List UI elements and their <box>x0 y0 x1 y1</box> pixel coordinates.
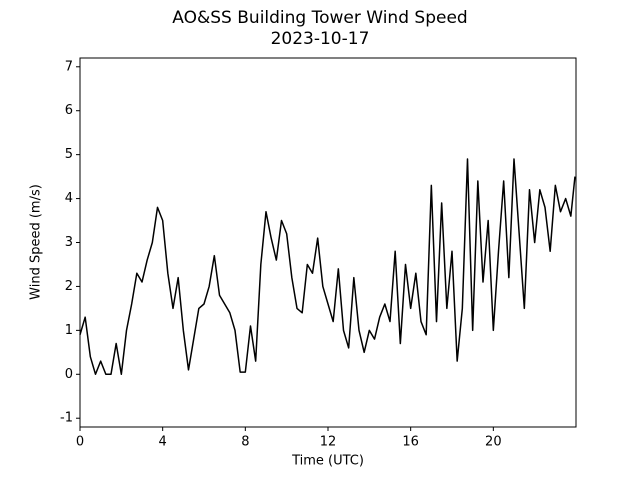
x-tick-label: 8 <box>241 435 249 450</box>
y-tick-label: 5 <box>65 147 73 162</box>
y-tick-label: 2 <box>65 279 73 294</box>
line-series <box>79 158 576 376</box>
y-tick-label: 6 <box>65 103 73 118</box>
x-tick-label: 4 <box>159 435 167 450</box>
x-tick-label: 0 <box>76 435 84 450</box>
x-tick-label: 16 <box>402 435 419 450</box>
x-axis-label: Time (UTC) <box>291 454 364 469</box>
x-tick-label: 12 <box>320 435 337 450</box>
y-tick-label: 1 <box>65 323 73 338</box>
y-tick-label: 4 <box>65 191 73 206</box>
y-tick-label: 0 <box>65 367 73 382</box>
y-tick-label: 3 <box>65 235 73 250</box>
y-tick-label: -1 <box>60 411 73 426</box>
plot-frame <box>79 57 577 428</box>
y-tick-label: 7 <box>65 59 73 74</box>
y-axis-label: Wind Speed (m/s) <box>29 184 44 300</box>
chart-title: AO&SS Building Tower Wind Speed <box>172 8 467 28</box>
x-tick-label: 20 <box>485 435 502 450</box>
chart-subtitle: 2023-10-17 <box>271 29 370 49</box>
